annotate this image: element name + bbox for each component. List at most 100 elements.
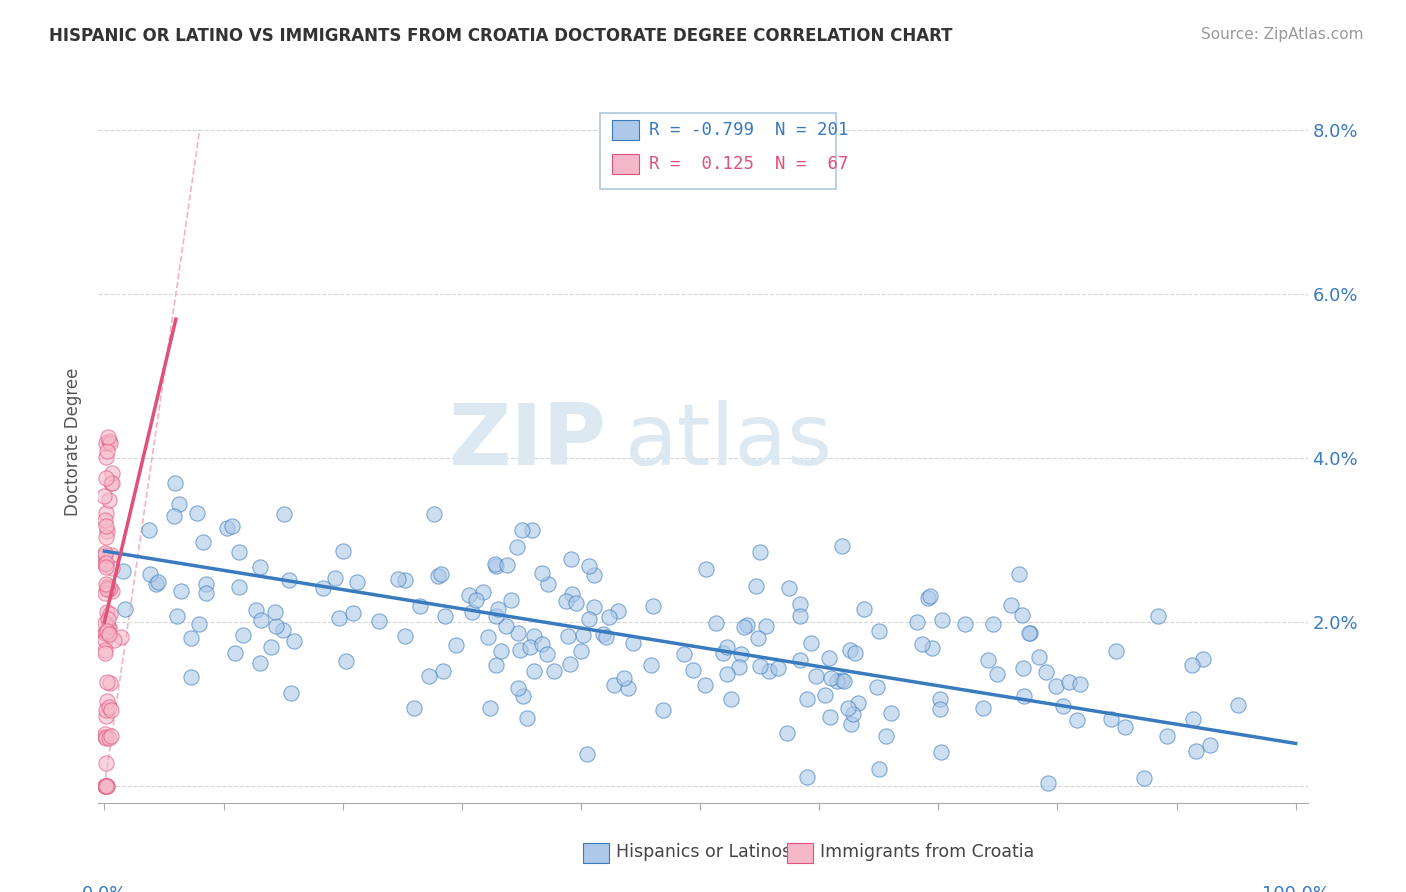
Point	[766, 661, 789, 675]
Point	[332, 544, 354, 558]
Point	[1099, 713, 1122, 727]
Point	[170, 583, 193, 598]
Point	[838, 642, 860, 657]
Point	[747, 631, 769, 645]
Point	[789, 609, 811, 624]
Point	[98, 676, 121, 690]
Point	[323, 571, 346, 585]
Point	[977, 652, 1000, 666]
Point	[530, 566, 553, 580]
Point	[749, 545, 772, 559]
Point	[98, 607, 121, 621]
Point	[543, 664, 565, 678]
Point	[928, 691, 950, 706]
Point	[595, 630, 617, 644]
Point	[96, 524, 118, 538]
Point	[101, 561, 124, 575]
Point	[94, 450, 117, 465]
Point	[402, 700, 425, 714]
Point	[509, 642, 531, 657]
Point	[800, 635, 823, 649]
Text: HISPANIC OR LATINO VS IMMIGRANTS FROM CROATIA DOCTORATE DEGREE CORRELATION CHART: HISPANIC OR LATINO VS IMMIGRANTS FROM CR…	[49, 27, 953, 45]
Point	[94, 471, 117, 485]
Point	[93, 549, 115, 564]
Point	[100, 475, 122, 490]
Point	[758, 664, 780, 678]
Point	[100, 476, 122, 491]
Text: 100.0%: 100.0%	[1261, 885, 1330, 892]
Point	[224, 646, 246, 660]
Point	[506, 540, 529, 554]
Point	[512, 689, 534, 703]
Point	[101, 584, 124, 599]
Point	[111, 564, 134, 578]
Point	[138, 523, 160, 537]
Point	[796, 691, 818, 706]
Point	[489, 644, 512, 658]
Point	[749, 659, 772, 673]
Point	[704, 616, 727, 631]
Point	[180, 670, 202, 684]
Text: atlas: atlas	[624, 400, 832, 483]
Point	[1059, 675, 1081, 690]
Point	[465, 593, 488, 607]
Point	[1181, 658, 1204, 673]
Point	[1018, 625, 1040, 640]
Point	[94, 560, 117, 574]
Point	[195, 586, 218, 600]
Point	[166, 609, 188, 624]
Point	[592, 627, 614, 641]
Point	[831, 539, 853, 553]
Point	[94, 756, 117, 770]
Point	[93, 489, 115, 503]
Point	[94, 546, 117, 560]
Point	[273, 508, 295, 522]
Point	[98, 435, 121, 450]
Point	[96, 694, 118, 708]
Point	[472, 584, 495, 599]
Point	[516, 710, 538, 724]
Point	[1012, 689, 1035, 703]
Point	[98, 731, 121, 745]
Point	[250, 613, 273, 627]
Point	[97, 620, 120, 634]
Point	[342, 606, 364, 620]
Point	[186, 506, 208, 520]
Point	[93, 780, 115, 794]
Point	[875, 729, 897, 743]
Point	[430, 566, 453, 581]
Point	[97, 699, 120, 714]
Point	[557, 629, 579, 643]
Point	[745, 579, 768, 593]
Point	[1199, 738, 1222, 752]
Point	[283, 634, 305, 648]
Point	[981, 617, 1004, 632]
Point	[163, 475, 186, 490]
Point	[485, 658, 508, 673]
Point	[97, 612, 120, 626]
Point	[249, 560, 271, 574]
Point	[1011, 607, 1033, 622]
Point	[564, 596, 586, 610]
Point	[94, 625, 117, 640]
Point	[485, 558, 508, 573]
Point	[868, 762, 890, 776]
Point	[96, 444, 118, 458]
Point	[94, 436, 117, 450]
Point	[94, 577, 117, 591]
Text: R =  0.125  N =  67: R = 0.125 N = 67	[648, 155, 848, 173]
Text: ZIP: ZIP	[449, 400, 606, 483]
Point	[98, 434, 121, 448]
Point	[578, 612, 600, 626]
Point	[280, 686, 302, 700]
Point	[94, 727, 117, 741]
Point	[96, 624, 118, 639]
Point	[101, 466, 124, 480]
Point	[97, 493, 120, 508]
Point	[1045, 679, 1067, 693]
Point	[346, 575, 368, 590]
Point	[582, 568, 605, 582]
Point	[146, 574, 169, 589]
Point	[578, 559, 600, 574]
Point	[716, 667, 738, 681]
